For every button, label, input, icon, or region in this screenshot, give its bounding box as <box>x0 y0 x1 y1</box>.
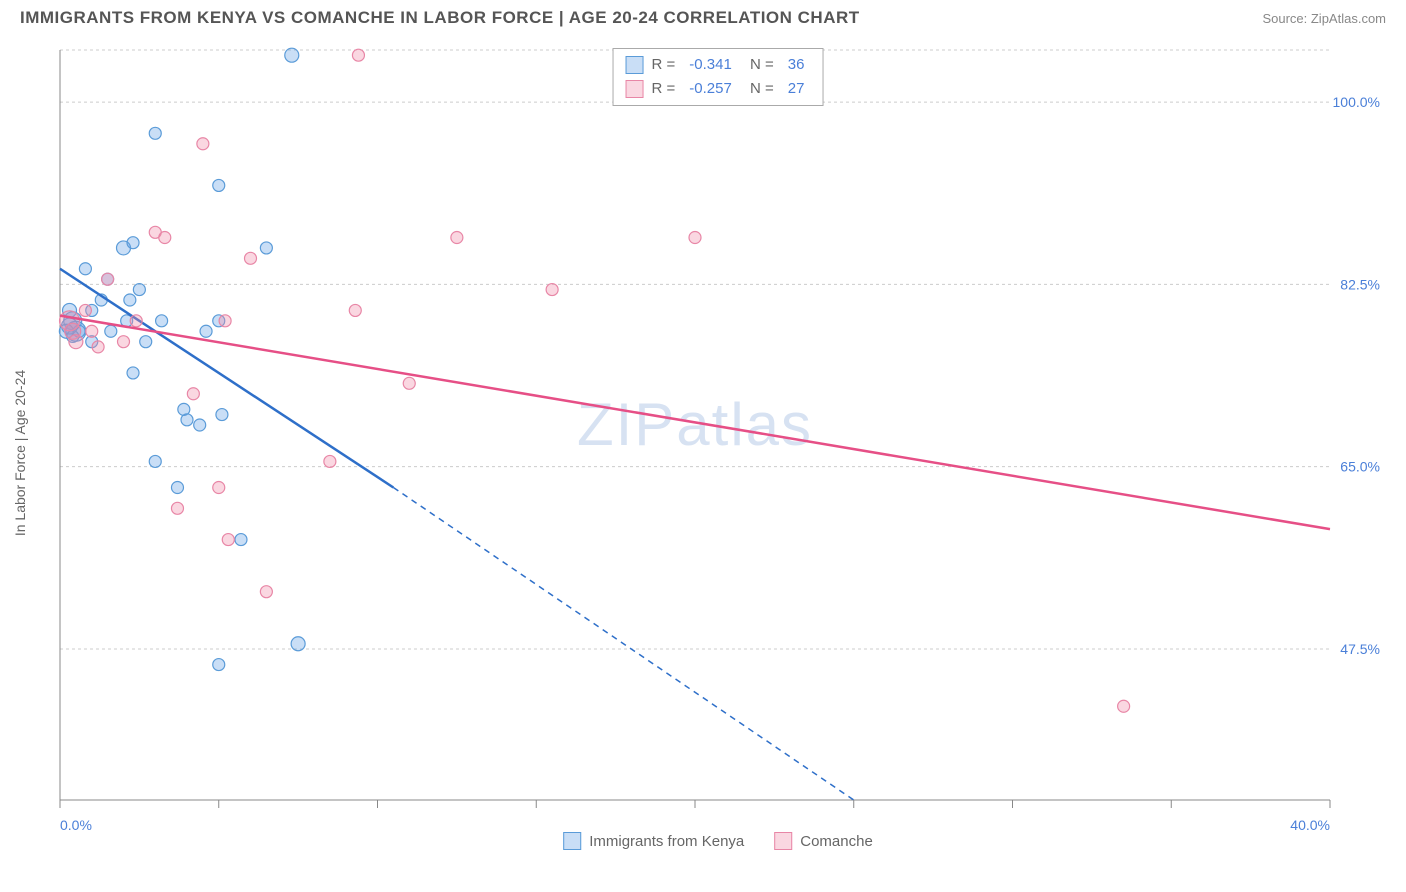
scatter-point <box>546 284 558 296</box>
legend-swatch <box>774 832 792 850</box>
trend-line <box>60 269 393 488</box>
scatter-point <box>222 534 234 546</box>
series-legend-item: Comanche <box>774 832 873 850</box>
scatter-point <box>235 534 247 546</box>
chart-area: In Labor Force | Age 20-24 ZIPatlas0.0%4… <box>50 40 1386 850</box>
scatter-point <box>291 637 305 651</box>
scatter-point <box>1118 700 1130 712</box>
scatter-point <box>181 414 193 426</box>
source-label: Source: ZipAtlas.com <box>1262 11 1386 26</box>
svg-text:40.0%: 40.0% <box>1290 817 1330 833</box>
scatter-point <box>216 409 228 421</box>
correlation-legend: R = -0.341 N = 36 R = -0.257 N = 27 <box>613 48 824 106</box>
series-legend: Immigrants from Kenya Comanche <box>563 832 873 850</box>
scatter-point <box>156 315 168 327</box>
scatter-point <box>324 455 336 467</box>
svg-text:47.5%: 47.5% <box>1340 641 1380 657</box>
scatter-point <box>197 138 209 150</box>
scatter-point <box>260 242 272 254</box>
legend-swatch <box>626 80 644 98</box>
scatter-point <box>245 252 257 264</box>
scatter-point <box>92 341 104 353</box>
n-value: 36 <box>788 53 805 77</box>
scatter-chart: ZIPatlas 0.0% 40.0% 47.5% 65.0% 82.5% 100.0% <box>50 40 1386 850</box>
scatter-point <box>171 482 183 494</box>
trend-line <box>60 316 1330 530</box>
scatter-point <box>140 336 152 348</box>
scatter-point <box>352 49 364 61</box>
scatter-point <box>219 315 231 327</box>
scatter-point <box>130 315 142 327</box>
scatter-point <box>102 273 114 285</box>
scatter-point <box>213 179 225 191</box>
svg-text:82.5%: 82.5% <box>1340 276 1380 292</box>
scatter-point <box>127 367 139 379</box>
scatter-point <box>118 336 130 348</box>
r-label: R = <box>652 53 676 77</box>
scatter-point <box>171 502 183 514</box>
series-legend-item: Immigrants from Kenya <box>563 832 744 850</box>
scatter-point <box>200 325 212 337</box>
scatter-point <box>133 284 145 296</box>
scatter-point <box>194 419 206 431</box>
series-label: Immigrants from Kenya <box>589 833 744 850</box>
scatter-point <box>689 232 701 244</box>
svg-text:100.0%: 100.0% <box>1333 94 1380 110</box>
scatter-point <box>149 455 161 467</box>
scatter-point <box>213 659 225 671</box>
r-label: R = <box>652 77 676 101</box>
scatter-point <box>79 263 91 275</box>
scatter-point <box>187 388 199 400</box>
y-axis-label: In Labor Force | Age 20-24 <box>12 370 28 536</box>
scatter-point <box>403 377 415 389</box>
legend-row: R = -0.341 N = 36 <box>626 53 811 77</box>
scatter-point <box>451 232 463 244</box>
trend-line-ext <box>393 488 853 801</box>
scatter-point <box>86 325 98 337</box>
scatter-point <box>149 127 161 139</box>
r-value: -0.341 <box>689 53 732 77</box>
n-value: 27 <box>788 77 805 101</box>
scatter-point <box>127 237 139 249</box>
svg-text:ZIPatlas: ZIPatlas <box>577 391 813 458</box>
scatter-point <box>105 325 117 337</box>
legend-swatch <box>626 56 644 74</box>
scatter-point <box>159 232 171 244</box>
svg-text:65.0%: 65.0% <box>1340 459 1380 475</box>
scatter-point <box>349 304 361 316</box>
legend-row: R = -0.257 N = 27 <box>626 77 811 101</box>
series-label: Comanche <box>800 833 873 850</box>
scatter-point <box>260 586 272 598</box>
svg-text:0.0%: 0.0% <box>60 817 92 833</box>
scatter-point <box>79 304 91 316</box>
chart-title: IMMIGRANTS FROM KENYA VS COMANCHE IN LAB… <box>20 8 860 28</box>
scatter-point <box>124 294 136 306</box>
n-label: N = <box>746 53 774 77</box>
scatter-point <box>213 482 225 494</box>
scatter-point <box>69 335 83 349</box>
scatter-point <box>285 48 299 62</box>
n-label: N = <box>746 77 774 101</box>
r-value: -0.257 <box>689 77 732 101</box>
legend-swatch <box>563 832 581 850</box>
header: IMMIGRANTS FROM KENYA VS COMANCHE IN LAB… <box>0 0 1406 32</box>
